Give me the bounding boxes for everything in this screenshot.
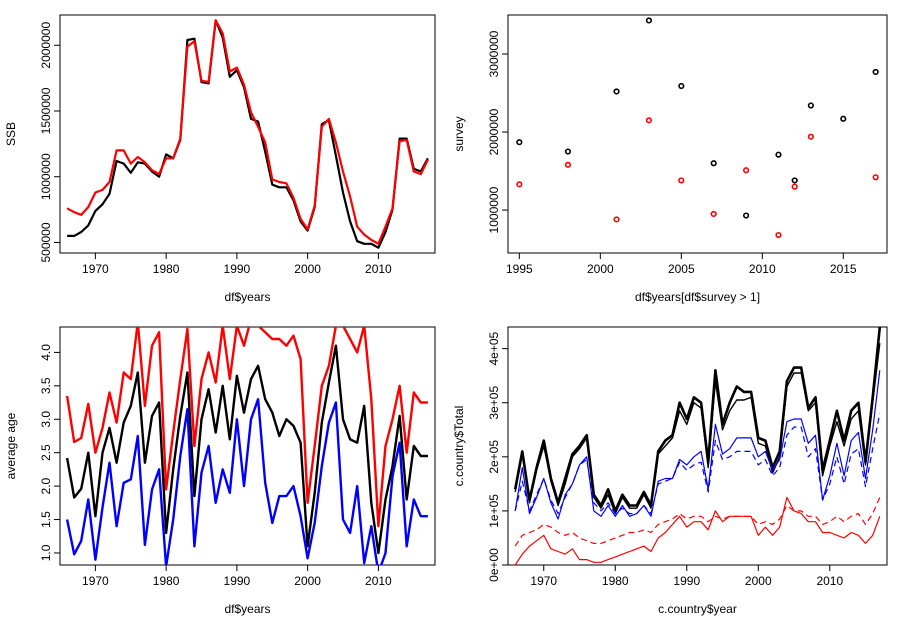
series-1-point bbox=[516, 139, 523, 146]
y-tick-label: 1000000 bbox=[487, 186, 501, 233]
plot-frame bbox=[59, 326, 436, 566]
x-tick-label: 1980 bbox=[602, 574, 629, 588]
series-2-point bbox=[564, 161, 572, 168]
series-6-line bbox=[514, 497, 881, 547]
y-tick-label: 2000000 bbox=[39, 22, 53, 69]
y-tick-label: 0e+00 bbox=[487, 548, 501, 582]
y-tick-label: 3e+05 bbox=[487, 386, 501, 420]
x-tick-label: 1990 bbox=[673, 574, 700, 588]
data-layer bbox=[66, 19, 429, 249]
y-tick-label: 500000 bbox=[39, 222, 53, 262]
y-tick-label: 4e+05 bbox=[487, 331, 501, 365]
y-tick-label: 1500000 bbox=[39, 87, 53, 134]
y-tick-label: 1.5 bbox=[39, 511, 53, 528]
data-layer bbox=[513, 327, 882, 565]
series-2-point bbox=[775, 231, 782, 239]
x-tick-label: 1980 bbox=[153, 574, 180, 588]
series-1-point bbox=[678, 82, 685, 90]
series-2-point bbox=[807, 133, 814, 140]
series-1-point bbox=[564, 148, 572, 155]
series-2-line bbox=[65, 344, 428, 555]
x-tick-label: 1970 bbox=[82, 262, 109, 276]
series-2-point bbox=[645, 117, 653, 124]
y-tick-label: 3.5 bbox=[39, 377, 53, 394]
x-tick-label: 1995 bbox=[506, 262, 533, 276]
series-5-line bbox=[514, 496, 881, 565]
series-2-point bbox=[791, 183, 798, 190]
x-axis-label: df$years bbox=[224, 602, 270, 616]
y-tick-label: 2.5 bbox=[39, 444, 53, 461]
y-tick-label: 2.0 bbox=[39, 477, 53, 494]
data-layer bbox=[516, 17, 879, 239]
x-tick-label: 2000 bbox=[294, 262, 321, 276]
x-tick-label: 1970 bbox=[82, 574, 109, 588]
x-tick-label: 2000 bbox=[294, 574, 321, 588]
x-tick-label: 2010 bbox=[816, 574, 843, 588]
y-axis-label: average age bbox=[4, 412, 18, 479]
x-tick-label: 2010 bbox=[749, 262, 776, 276]
series-1-point bbox=[742, 212, 750, 219]
plot-frame bbox=[507, 326, 888, 566]
x-tick-label: 2005 bbox=[668, 262, 695, 276]
y-tick-label: 1e+05 bbox=[487, 494, 501, 528]
series-2-line bbox=[66, 19, 429, 245]
x-tick-label: 1990 bbox=[224, 262, 251, 276]
plot-frame bbox=[507, 14, 888, 254]
x-tick-label: 2010 bbox=[365, 574, 392, 588]
data-layer bbox=[65, 327, 428, 565]
x-axis-label: df$years[df$survey > 1] bbox=[635, 290, 760, 304]
series-2-point bbox=[678, 177, 685, 184]
series-1-line bbox=[65, 327, 428, 528]
y-tick-label: 3000000 bbox=[487, 30, 501, 77]
series-2-point bbox=[742, 167, 750, 174]
series-1-point bbox=[807, 102, 814, 109]
series-1-point bbox=[775, 151, 782, 158]
y-tick-label: 1.0 bbox=[39, 544, 53, 561]
x-tick-label: 2000 bbox=[587, 262, 614, 276]
x-axis-label: c.country$year bbox=[658, 602, 737, 616]
series-1-line bbox=[67, 19, 429, 249]
series-2-point bbox=[613, 216, 620, 223]
panel-1: 1970 1980 1990 2000 2010 500000 1000000 1500000… bbox=[4, 14, 436, 304]
plot-frame bbox=[59, 14, 436, 254]
x-tick-label: 1980 bbox=[153, 262, 180, 276]
series-1-line bbox=[513, 327, 882, 513]
y-tick-label: 2e+05 bbox=[487, 440, 501, 474]
series-2-line bbox=[514, 343, 881, 515]
series-3-line bbox=[65, 398, 428, 565]
x-tick-label: 1990 bbox=[224, 574, 251, 588]
x-axis-label: df$years bbox=[224, 290, 270, 304]
series-2-point bbox=[872, 174, 879, 181]
y-axis-label: c.country$Total bbox=[452, 406, 466, 487]
series-1-point bbox=[645, 17, 653, 24]
x-tick-label: 2015 bbox=[830, 262, 857, 276]
series-1-point bbox=[710, 160, 717, 167]
series-2-point bbox=[516, 181, 523, 188]
x-tick-label: 2000 bbox=[745, 574, 772, 588]
series-1-point bbox=[791, 177, 798, 184]
y-axis-label: SSB bbox=[4, 122, 18, 146]
series-1-point bbox=[872, 68, 879, 76]
panel-4: 1970 1980 1990 2000 2010 0e+00 1e+05 2e+05 3e+05… bbox=[452, 326, 888, 616]
y-tick-label: 1000000 bbox=[39, 153, 53, 200]
series-1-point bbox=[840, 115, 847, 122]
x-tick-label: 1970 bbox=[530, 574, 557, 588]
panel-3: 1970 1980 1990 2000 2010 1.0 1.5 2.0 2.5 3.0 3.5 4.… bbox=[4, 326, 436, 616]
panel-2: 1995 2000 2005 2010 2015 1000000 2000000 300000… bbox=[452, 14, 888, 304]
y-tick-label: 2000000 bbox=[487, 108, 501, 155]
y-tick-label: 3.0 bbox=[39, 411, 53, 428]
series-3-line bbox=[514, 370, 881, 520]
y-axis-label: survey bbox=[452, 116, 466, 151]
series-2-point bbox=[710, 210, 717, 218]
y-tick-label: 4.0 bbox=[39, 344, 53, 361]
series-1-point bbox=[613, 88, 620, 95]
x-tick-label: 2010 bbox=[365, 262, 392, 276]
